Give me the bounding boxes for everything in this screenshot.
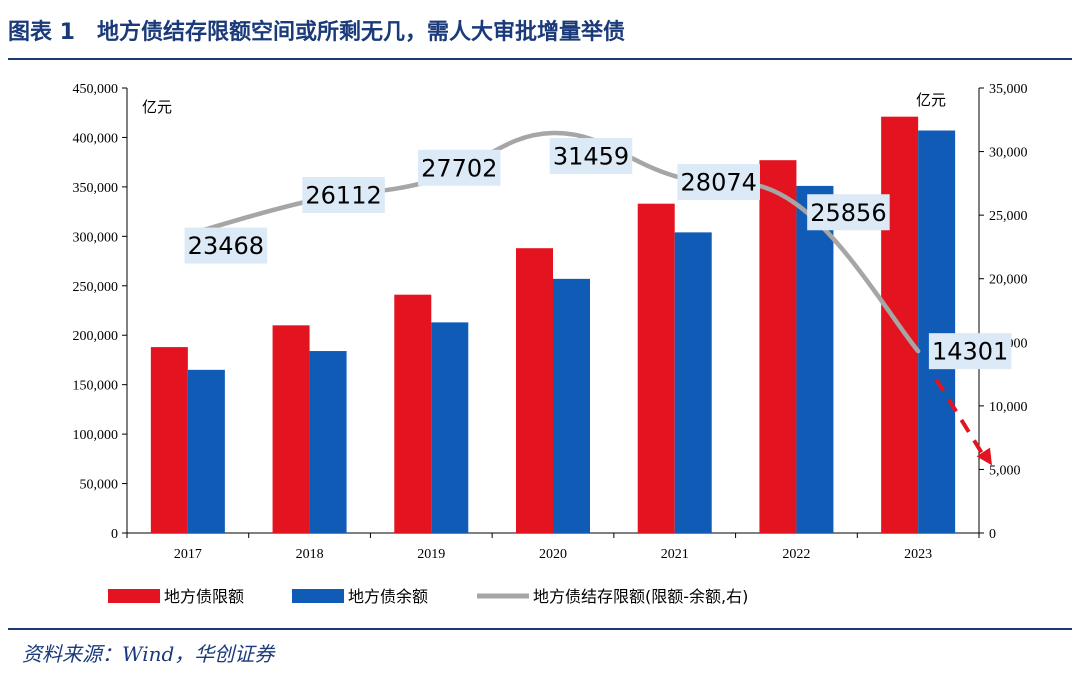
left-tick-label: 450,000 [73, 82, 119, 97]
data-label: 27702 [421, 154, 497, 182]
data-label-box [928, 333, 1012, 370]
bar-balance [918, 130, 956, 533]
data-label: 25856 [810, 199, 886, 227]
bar-quota [272, 325, 310, 533]
data-label: 14301 [932, 338, 1008, 366]
legend-swatch [292, 589, 344, 603]
right-tick-label: 0 [989, 527, 996, 542]
right-axis-unit: 亿元 [916, 91, 946, 109]
data-label-box [184, 227, 268, 264]
right-tick-label: 35,000 [989, 82, 1028, 97]
bar-quota [516, 248, 553, 533]
left-tick-label: 150,000 [73, 379, 119, 394]
left-tick-label: 400,000 [73, 131, 119, 146]
left-axis-unit: 亿元 [142, 98, 172, 116]
data-label-box [418, 149, 501, 186]
bar-balance [431, 322, 469, 533]
trend-arrow-shaft [934, 378, 986, 458]
bar-balance [553, 278, 590, 533]
data-label: 28074 [681, 169, 757, 197]
left-tick-label: 350,000 [73, 181, 119, 196]
x-tick-label: 2020 [539, 547, 567, 562]
bar-balance [309, 351, 347, 533]
bottom-rule [8, 628, 1072, 630]
x-axis: 2017 2018 2019 2020 2021 2022 2023 [126, 532, 980, 562]
legend: 地方债限额 地方债余额 地方债结存限额(限额-余额,右) [108, 587, 748, 606]
left-tick-label: 50,000 [80, 478, 119, 493]
title-rule [8, 58, 1072, 60]
bar-quota [394, 294, 432, 533]
trend-arrow-head [976, 447, 992, 466]
bar-quota [150, 347, 188, 533]
legend-swatch [108, 589, 160, 603]
x-tick-label: 2021 [661, 547, 689, 562]
data-label-box [549, 138, 633, 175]
source-note: 资料来源：Wind，华创证券 [22, 642, 275, 666]
legend-label: 地方债结存限额(限额-余额,右) [533, 587, 748, 606]
data-labels: 23468 26112 27702 31459 28074 25856 14301 [184, 138, 1012, 370]
legend-label: 地方债余额 [348, 587, 428, 606]
chart: 0 50,000 100,000 150,000 200,000 250,000 300,0… [73, 82, 1028, 606]
bar-quota [637, 203, 675, 533]
bar-balance [796, 185, 834, 533]
trend-arrow [934, 378, 992, 466]
x-tick-label: 2017 [174, 547, 202, 562]
right-tick-label: 5,000 [989, 463, 1021, 478]
right-tick-label: 20,000 [989, 273, 1028, 288]
x-tick-label: 2022 [782, 547, 810, 562]
bar-balance [674, 232, 712, 533]
left-tick-label: 100,000 [73, 428, 119, 443]
bars [150, 116, 956, 533]
data-label-box [302, 177, 385, 214]
legend-label: 地方债限额 [164, 587, 244, 606]
right-tick-label: 25,000 [989, 209, 1028, 224]
data-label: 26112 [305, 182, 381, 210]
x-tick-label: 2018 [296, 547, 324, 562]
left-tick-label: 300,000 [73, 230, 119, 245]
right-tick-label: 10,000 [989, 400, 1028, 415]
data-label: 23468 [188, 232, 264, 260]
right-tick-label: 30,000 [989, 146, 1028, 161]
left-tick-label: 200,000 [73, 329, 119, 344]
x-tick-label: 2023 [904, 547, 932, 562]
figure-title: 图表 1 地方债结存限额空间或所剩无几，需人大审批增量举债 [8, 20, 625, 45]
data-label-box [677, 164, 760, 201]
left-axis: 0 50,000 100,000 150,000 200,000 250,000 300,0… [73, 82, 173, 542]
left-tick-label: 250,000 [73, 280, 119, 295]
left-tick-label: 0 [111, 527, 118, 542]
bar-quota [759, 160, 797, 533]
x-tick-label: 2019 [417, 547, 445, 562]
data-label: 31459 [553, 143, 629, 171]
data-label-box [807, 194, 890, 231]
bar-balance [187, 369, 225, 533]
